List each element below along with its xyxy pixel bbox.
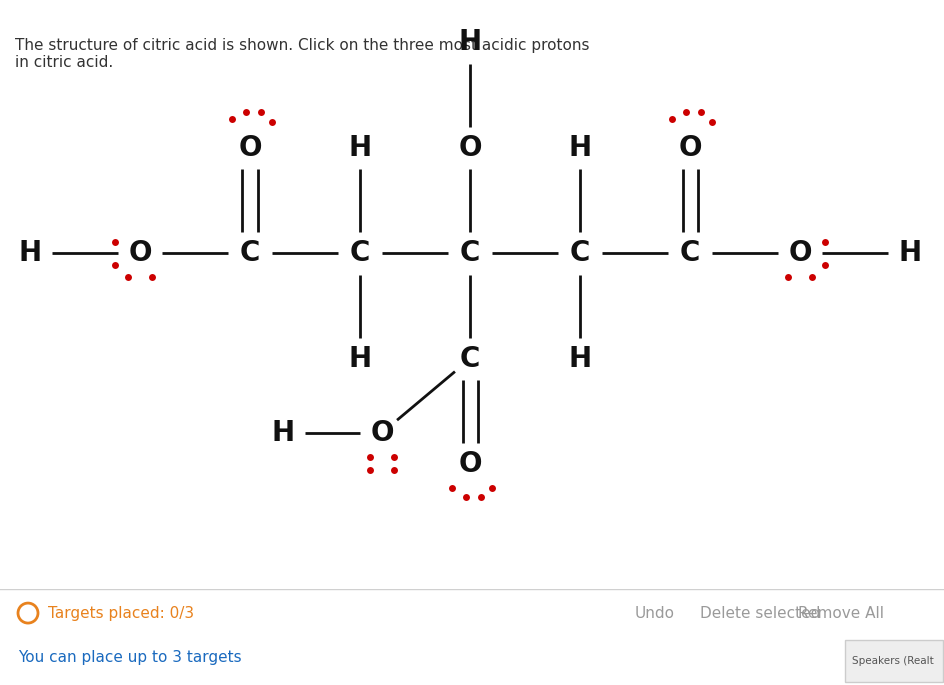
Text: O: O — [128, 240, 152, 267]
Text: Remove All: Remove All — [797, 606, 883, 621]
Text: The structure of citric acid is shown. Click on the three most acidic protons
in: The structure of citric acid is shown. C… — [15, 38, 589, 70]
Text: Delete selected: Delete selected — [700, 606, 819, 621]
Text: Targets placed: 0/3: Targets placed: 0/3 — [48, 606, 194, 621]
Text: O: O — [238, 134, 261, 162]
Text: H: H — [898, 240, 920, 267]
Text: C: C — [349, 240, 370, 267]
Text: H: H — [458, 29, 481, 56]
Text: O: O — [787, 240, 811, 267]
Text: O: O — [458, 134, 481, 162]
Text: H: H — [348, 134, 371, 162]
Text: H: H — [568, 345, 591, 373]
Text: H: H — [568, 134, 591, 162]
Text: H: H — [271, 419, 295, 447]
Text: C: C — [460, 240, 480, 267]
FancyBboxPatch shape — [844, 640, 942, 682]
Text: C: C — [460, 345, 480, 373]
Text: C: C — [569, 240, 590, 267]
Text: H: H — [348, 345, 371, 373]
Text: Speakers (Realt: Speakers (Realt — [851, 656, 933, 666]
Text: C: C — [679, 240, 700, 267]
Text: H: H — [19, 240, 42, 267]
Text: C: C — [240, 240, 260, 267]
Text: O: O — [678, 134, 701, 162]
Text: O: O — [458, 451, 481, 478]
Text: O: O — [370, 419, 394, 447]
Text: You can place up to 3 targets: You can place up to 3 targets — [18, 649, 242, 664]
Text: Undo: Undo — [634, 606, 674, 621]
